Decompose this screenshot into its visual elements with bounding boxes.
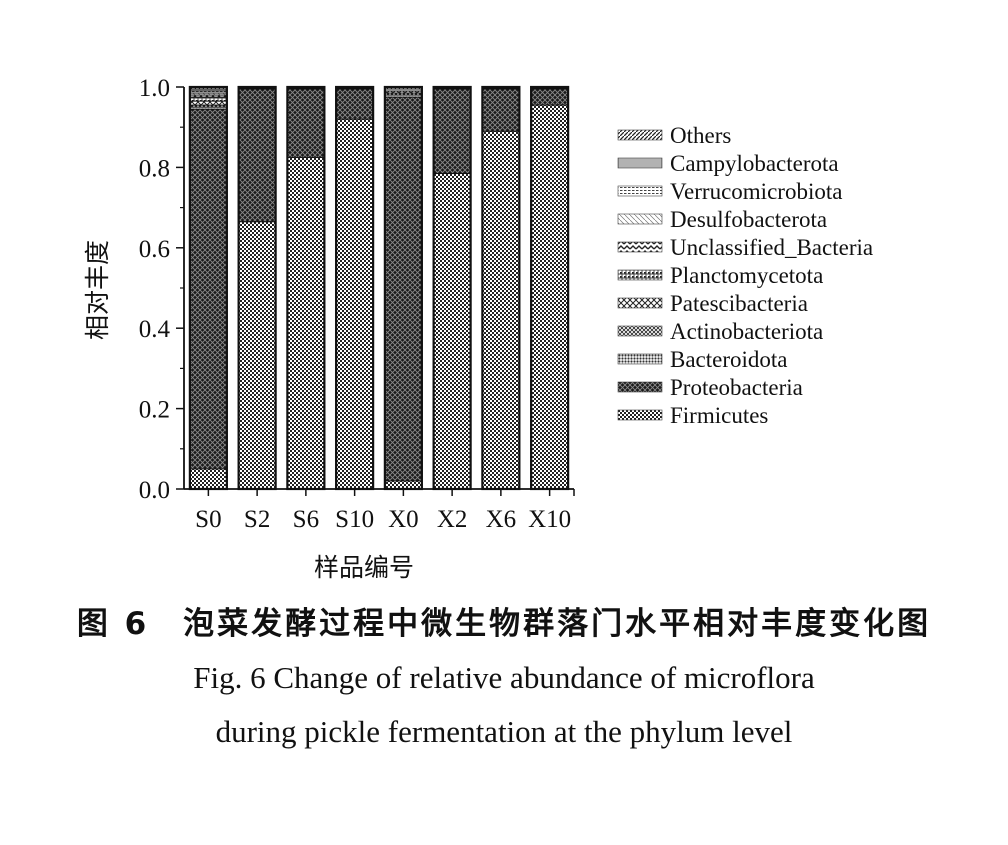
bar-segment-X6-Firmicutes [481, 130, 520, 490]
bar-segment-S2-Proteobacteria [238, 88, 277, 223]
legend-label-Verrucomicrobiota: Verrucomicrobiota [670, 179, 842, 204]
legend-label-Unclassified_Bacteria: Unclassified_Bacteria [670, 235, 873, 260]
legend-swatch-Others [617, 129, 663, 141]
bar-segment-S0-Patescibacteria [189, 100, 228, 106]
legend-entry-Unclassified_Bacteria: Unclassified_Bacteria [617, 235, 873, 260]
legend-label-Desulfobacterota: Desulfobacterota [670, 207, 827, 232]
bar-segment-S0-Proteobacteria [189, 108, 228, 470]
x-axis-title: 样品编号 [314, 554, 414, 582]
bar-segment-X0-Firmicutes [384, 480, 423, 490]
legend-entry-Bacteroidota: Bacteroidota [617, 347, 788, 372]
bar-segment-S0-Firmicutes [189, 468, 228, 490]
legend-entry-Desulfobacterota: Desulfobacterota [617, 207, 827, 232]
bar-segment-X0-Proteobacteria [384, 96, 423, 482]
y-tick-label-1.0: 1.0 [139, 75, 170, 102]
bar-segment-X10-Proteobacteria [530, 88, 569, 106]
legend-entry-Verrucomicrobiota: Verrucomicrobiota [617, 179, 842, 204]
legend-swatch-Verrucomicrobiota [617, 185, 663, 197]
legend-entry-Firmicutes: Firmicutes [617, 403, 768, 428]
y-tick-label-0.8: 0.8 [139, 155, 170, 182]
legend: Others Campylobacterota Verrucomicrobiota D… [617, 123, 873, 428]
x-tick-label-S10: S10 [335, 506, 374, 533]
x-tick-label-S6: S6 [293, 506, 319, 533]
bar-segment-X6-Proteobacteria [481, 88, 520, 132]
legend-swatch-Bacteroidota [617, 353, 663, 365]
legend-entry-Campylobacterota: Campylobacterota [617, 151, 839, 176]
legend-label-Campylobacterota: Campylobacterota [670, 151, 839, 176]
bar-segment-S0-Planctomycetota [189, 96, 228, 102]
y-tick-label-0.6: 0.6 [139, 236, 170, 263]
legend-swatch-Patescibacteria [617, 297, 663, 309]
x-tick-label-X2: X2 [437, 506, 468, 533]
legend-entry-Planctomycetota: Planctomycetota [617, 263, 823, 288]
bar-segment-S6-Proteobacteria [286, 88, 325, 158]
legend-label-Others: Others [670, 123, 731, 148]
figure-caption-english-line2: during pickle fermentation at the phylum… [215, 714, 793, 749]
y-tick-label-0.4: 0.4 [139, 316, 171, 343]
legend-entry-Actinobacteriota: Actinobacteriota [617, 319, 823, 344]
y-tick-label-0.0: 0.0 [139, 477, 170, 504]
figure-caption-chinese: 图 6 泡菜发酵过程中微生物群落门水平相对丰度变化图 [76, 606, 932, 642]
bar-segment-X2-Firmicutes [433, 172, 472, 490]
plot-area: S0 S2 S6 S10 X0 X2 X6 X10 0.0 0.2 0.4 0.6 0.8 1.0 样品编号… [84, 75, 575, 582]
legend-entry-Proteobacteria: Proteobacteria [617, 375, 803, 400]
legend-label-Bacteroidota: Bacteroidota [670, 347, 788, 372]
stacked-bar-chart: S0 S2 S6 S10 X0 X2 X6 X10 0.0 0.2 0.4 0.6 0.8 1.0 样品编号… [84, 75, 873, 582]
bar-segment-S10-Firmicutes [335, 118, 374, 490]
legend-entry-Patescibacteria: Patescibacteria [617, 291, 808, 316]
x-tick-label-S2: S2 [244, 506, 270, 533]
legend-label-Planctomycetota: Planctomycetota [670, 263, 823, 288]
legend-swatch-Planctomycetota [617, 269, 663, 281]
legend-swatch-Firmicutes [617, 409, 663, 421]
bar-segment-X2-Proteobacteria [433, 88, 472, 174]
legend-swatch-Proteobacteria [617, 381, 663, 393]
bar-segment-S6-Firmicutes [286, 156, 325, 490]
legend-label-Patescibacteria: Patescibacteria [670, 291, 808, 316]
x-tick-label-S0: S0 [195, 506, 221, 533]
legend-swatch-Actinobacteriota [617, 325, 663, 337]
figure-caption-english-line1: Fig. 6 Change of relative abundance of m… [193, 660, 815, 695]
y-axis-title: 相对丰度 [84, 240, 112, 340]
x-tick-label-X10: X10 [528, 506, 571, 533]
legend-swatch-Campylobacterota [617, 157, 663, 169]
x-tick-label-X0: X0 [388, 506, 419, 533]
legend-label-Proteobacteria: Proteobacteria [670, 375, 803, 400]
legend-label-Actinobacteriota: Actinobacteriota [670, 319, 823, 344]
legend-swatch-Unclassified_Bacteria [617, 241, 663, 253]
bar-segment-S2-Firmicutes [238, 221, 277, 490]
bar-segment-X10-Firmicutes [530, 104, 569, 490]
legend-label-Firmicutes: Firmicutes [670, 403, 768, 428]
x-tick-label-X6: X6 [486, 506, 517, 533]
y-tick-label-0.2: 0.2 [139, 397, 170, 424]
legend-swatch-Desulfobacterota [617, 213, 663, 225]
bar-segment-S10-Proteobacteria [335, 88, 374, 120]
legend-entry-Others: Others [617, 123, 731, 148]
